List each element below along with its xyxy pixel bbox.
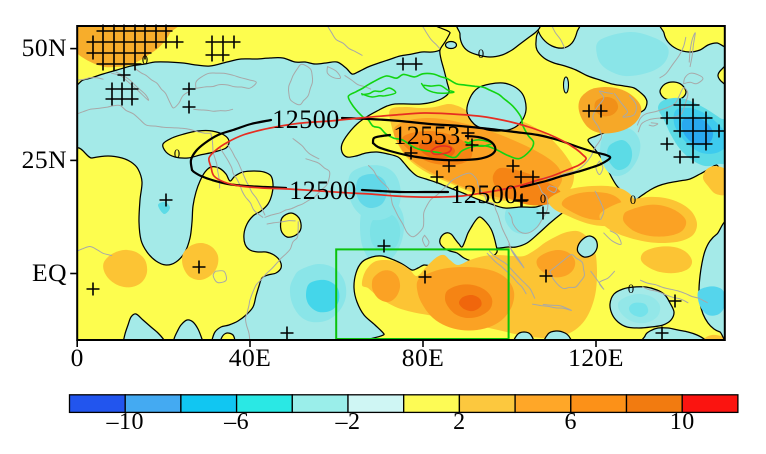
svg-text:0: 0 (630, 193, 636, 207)
svg-text:120E: 120E (568, 343, 624, 372)
svg-text:40E: 40E (229, 343, 272, 372)
svg-text:0: 0 (478, 47, 484, 61)
svg-text:0: 0 (174, 147, 180, 161)
svg-text:–10: –10 (105, 409, 144, 435)
svg-text:EQ: EQ (32, 258, 67, 287)
svg-text:80E: 80E (402, 343, 445, 372)
svg-text:50N: 50N (22, 33, 67, 62)
svg-text:0: 0 (142, 53, 148, 67)
svg-text:12500: 12500 (289, 176, 357, 205)
svg-text:12500: 12500 (272, 105, 340, 134)
svg-text:–6: –6 (223, 409, 249, 435)
svg-text:0: 0 (540, 192, 546, 206)
svg-text:12553: 12553 (393, 121, 461, 150)
svg-text:25N: 25N (22, 145, 67, 174)
svg-text:6: 6 (565, 409, 578, 435)
svg-text:12500: 12500 (450, 180, 518, 209)
svg-text:–2: –2 (335, 409, 361, 435)
svg-text:10: 10 (670, 409, 695, 435)
svg-text:0: 0 (628, 282, 634, 296)
svg-text:2: 2 (453, 409, 466, 435)
svg-text:0: 0 (71, 343, 84, 372)
